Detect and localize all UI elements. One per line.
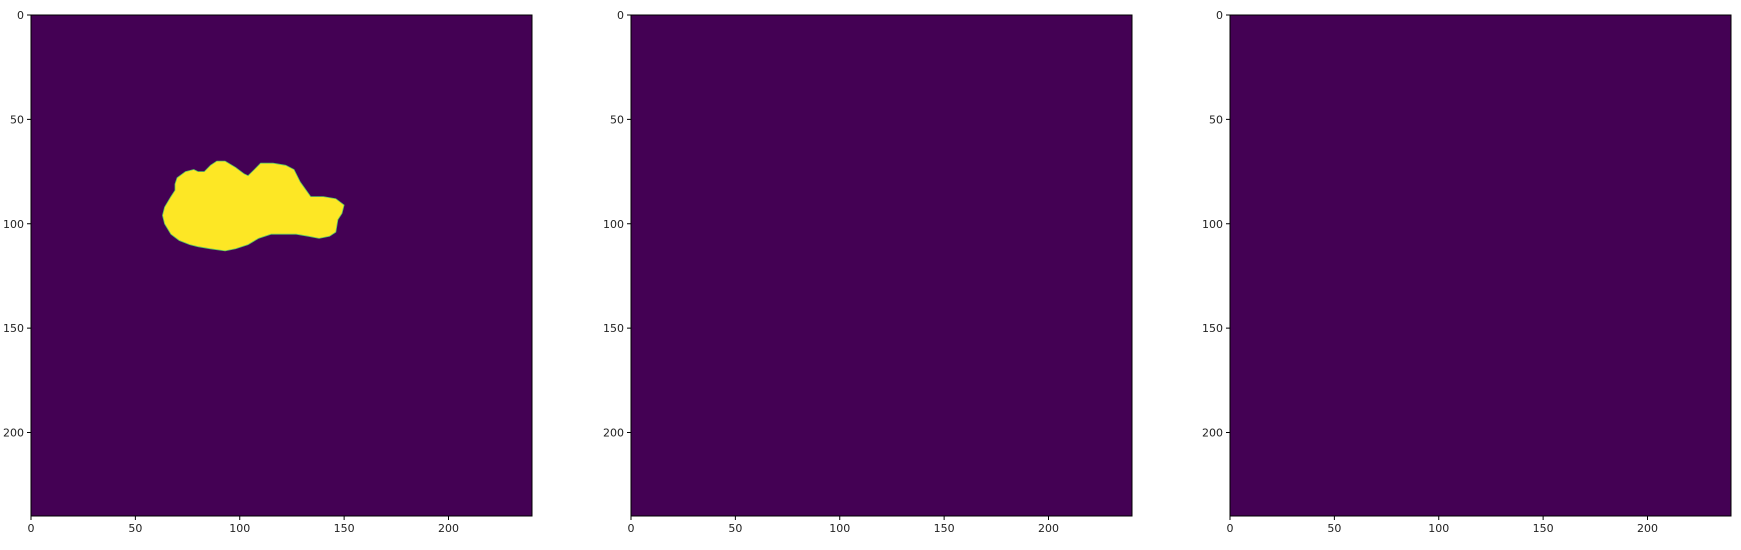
subplot-3: 0 50 100 150 200 0 50 100 150 200 [1202, 9, 1732, 535]
y-tick-label: 50 [610, 113, 624, 126]
y-tick-label: 100 [603, 218, 624, 231]
x-tick-label: 100 [229, 522, 250, 535]
axes-frame [1229, 14, 1732, 517]
x-tick-label: 0 [628, 522, 635, 535]
mask-region [162, 160, 345, 252]
x-tick-label: 200 [1038, 522, 1059, 535]
x-tick-label: 50 [1327, 522, 1341, 535]
y-tick-label: 0 [617, 9, 624, 22]
y-tick-label: 100 [3, 218, 24, 231]
y-tick-label: 200 [603, 427, 624, 440]
x-tick-label: 150 [1533, 522, 1554, 535]
x-tick-label: 100 [829, 522, 850, 535]
y-tick-label: 50 [10, 113, 24, 126]
image-background [631, 15, 1132, 516]
x-tick-label: 150 [934, 522, 955, 535]
y-tick-label: 150 [1202, 322, 1223, 335]
image-background [31, 15, 532, 516]
y-tick-label: 100 [1202, 218, 1223, 231]
x-tick-label: 0 [28, 522, 35, 535]
x-tick-label: 200 [438, 522, 459, 535]
y-tick-label: 150 [3, 322, 24, 335]
subplot-2: 0 50 100 150 200 0 50 100 150 200 [603, 9, 1133, 535]
y-tick-label: 0 [1216, 9, 1223, 22]
y-tick-label: 0 [17, 9, 24, 22]
y-tick-label: 200 [3, 427, 24, 440]
axes-frame [630, 14, 1133, 517]
x-tick-label: 100 [1428, 522, 1449, 535]
y-tick-label: 200 [1202, 427, 1223, 440]
x-tick-label: 150 [334, 522, 355, 535]
axes-frame [30, 14, 533, 517]
y-tick-label: 150 [603, 322, 624, 335]
x-tick-label: 200 [1637, 522, 1658, 535]
x-tick-label: 0 [1227, 522, 1234, 535]
subplot-1: 0 50 100 150 200 0 50 100 150 200 [3, 9, 533, 535]
x-tick-label: 50 [128, 522, 142, 535]
x-tick-label: 50 [728, 522, 742, 535]
y-tick-label: 50 [1209, 113, 1223, 126]
image-background [1230, 15, 1731, 516]
